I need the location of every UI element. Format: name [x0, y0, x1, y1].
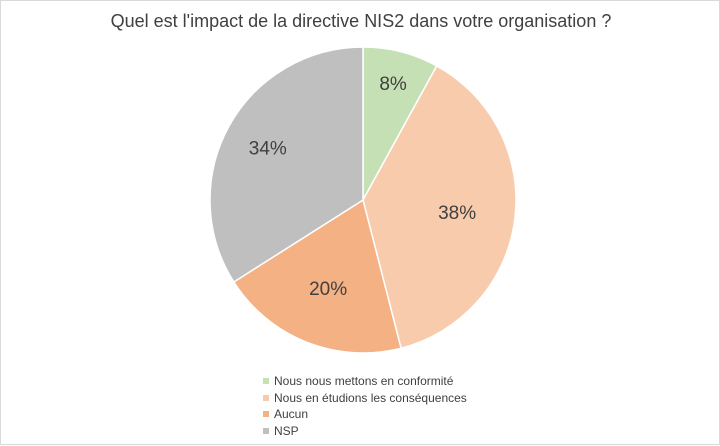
legend-item-aucun: Aucun: [263, 406, 467, 423]
legend-label: Aucun: [274, 407, 309, 422]
legend-swatch: [263, 411, 269, 418]
legend-item-consequences: Nous en étudions les conséquences: [263, 390, 467, 407]
legend-label: NSP: [274, 423, 299, 438]
legend-swatch: [263, 427, 269, 434]
legend-label: Nous en étudions les conséquences: [274, 390, 467, 405]
label-aucun: 20%: [309, 279, 347, 300]
label-conformite: 8%: [379, 74, 407, 95]
legend-swatch: [263, 378, 269, 385]
slice-aucun: [232, 198, 402, 354]
slice-consequences: [362, 64, 517, 350]
label-consequences: 38%: [438, 203, 476, 224]
legend-label: Nous nous mettons en conformité: [274, 374, 454, 389]
label-nsp: 34%: [249, 139, 287, 160]
legend-item-nsp: NSP: [263, 423, 467, 440]
slice-nsp: [209, 46, 364, 284]
legend: Nous nous mettons en conformité Nous en …: [263, 373, 467, 439]
legend-swatch: [263, 394, 269, 401]
legend-item-conformite: Nous nous mettons en conformité: [263, 373, 467, 390]
chart-title: Quel est l'impact de la directive NIS2 d…: [110, 11, 612, 31]
